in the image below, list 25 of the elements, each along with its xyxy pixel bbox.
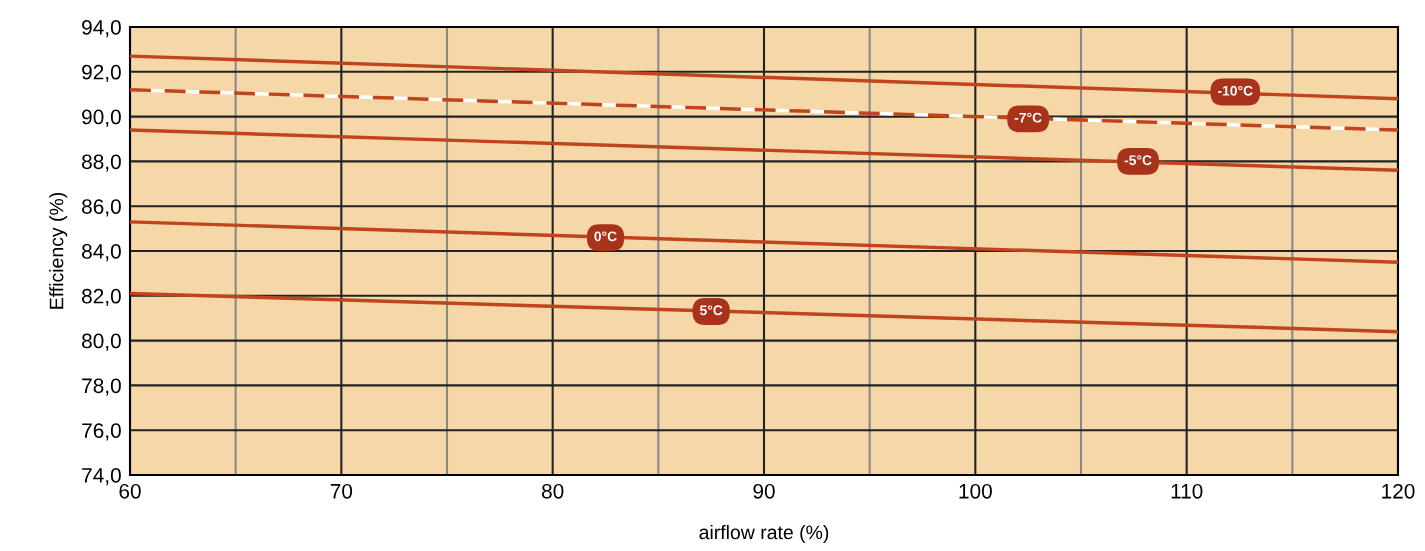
y-axis-title: Efficiency (%) xyxy=(49,192,68,309)
x-tick-label: 100 xyxy=(959,483,992,499)
x-tick-label: 90 xyxy=(753,483,775,499)
y-tick-label: 80,0 xyxy=(82,333,121,351)
annotation: 0°C xyxy=(594,231,617,242)
y-tick-label: 82,0 xyxy=(82,288,121,307)
annotation: -7°C xyxy=(1014,112,1042,123)
y-tick-label: 84,0 xyxy=(82,244,121,262)
y-tick-label: 74,0 xyxy=(82,468,121,486)
y-tick-label: 88,0 xyxy=(82,154,121,172)
x-tick-label: 120 xyxy=(1382,483,1415,499)
y-tick-label: 78,0 xyxy=(82,378,121,396)
y-tick-label: 94,0 xyxy=(82,20,121,38)
y-tick-label: 76,0 xyxy=(82,423,121,441)
y-tick-label: 90,0 xyxy=(82,109,121,127)
x-tick-label: 110 xyxy=(1171,483,1203,499)
x-tick-label: 60 xyxy=(119,483,141,499)
x-tick-label: 80 xyxy=(541,483,564,499)
annotation: 5°C xyxy=(699,305,723,316)
annotation: -5°C xyxy=(1124,155,1152,166)
annotation: -10°C xyxy=(1217,85,1253,96)
y-tick-label: 86,0 xyxy=(82,199,121,217)
y-tick-label: 92,0 xyxy=(82,64,121,83)
x-tick-label: 70 xyxy=(330,483,353,499)
x-axis-title: airflow rate (%) xyxy=(699,524,829,544)
